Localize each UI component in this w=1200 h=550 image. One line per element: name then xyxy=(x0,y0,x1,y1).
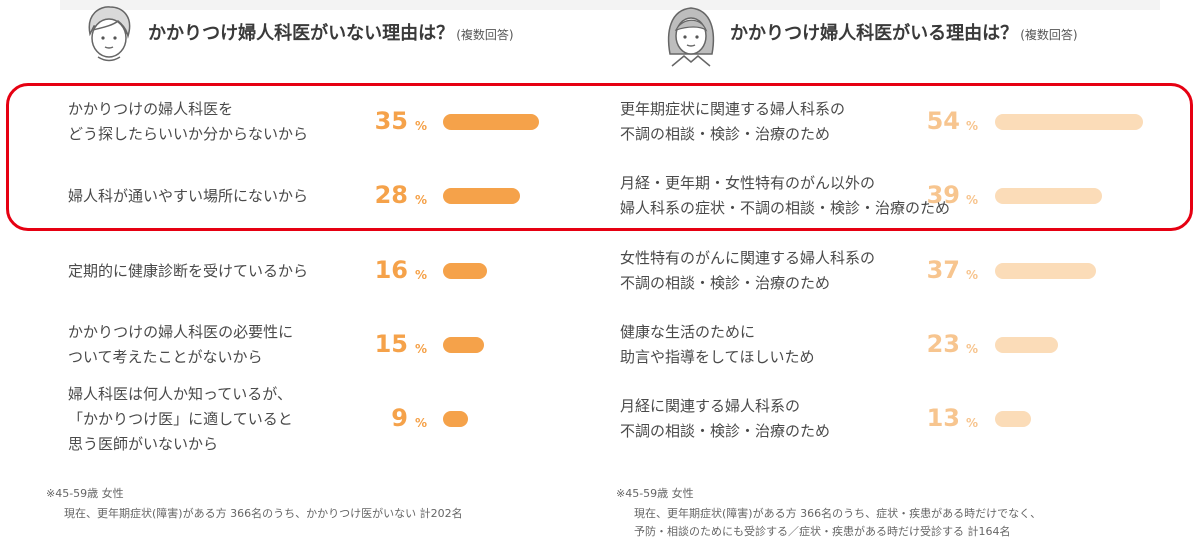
left-value-unit: % xyxy=(415,416,428,430)
left-category-label: かかりつけの婦人科医の必要性に ついて考えたことがないから xyxy=(68,320,293,370)
left-value-unit: % xyxy=(415,342,428,356)
highlight-frame xyxy=(6,83,1193,231)
right-panel-title: かかりつけ婦人科医がいる理由は？ (複数回答) xyxy=(730,22,1078,46)
right-title-text: かかりつけ婦人科医がいる理由は？ xyxy=(730,23,1019,44)
left-value-label: 9 xyxy=(391,404,408,432)
left-value-label: 16 xyxy=(374,256,408,284)
label-line: 助言や指導をしてほしいため xyxy=(620,348,815,366)
right-bar xyxy=(995,337,1058,353)
label-line: どう探したらいいか分からないから xyxy=(68,125,309,143)
footnote-line: ※45-59歳 女性 xyxy=(616,487,694,500)
label-line: 定期的に健康診断を受けているから xyxy=(68,261,309,280)
label-line: かかりつけの婦人科医の必要性に xyxy=(68,323,294,341)
left-category-label: 定期的に健康診断を受けているから xyxy=(68,259,308,284)
label-line: 不調の相談・検診・治療のため xyxy=(620,422,831,440)
footnote-line: 予防・相談のためにも受診する／症状・疾患がある時だけ受診する 計164名 xyxy=(634,525,1011,538)
right-value-label: 54 xyxy=(926,107,960,135)
label-line: 不調の相談・検診・治療のため xyxy=(620,274,831,292)
left-value-label: 28 xyxy=(374,181,408,209)
left-category-label: 婦人科が通いやすい場所にないから xyxy=(68,184,308,209)
label-line: かかりつけの婦人科医を xyxy=(68,100,234,118)
label-line: 健康な生活のために xyxy=(620,323,756,341)
left-bar xyxy=(443,411,468,427)
left-category-label: 婦人科医は何人か知っているが、 「かかりつけ医」に適していると 思う医師がいないから xyxy=(68,382,293,457)
right-category-label: 月経に関連する婦人科系の不調の相談・検診・治療のため xyxy=(620,394,830,444)
right-category-label: 更年期症状に関連する婦人科系の 不調の相談・検診・治療のため xyxy=(620,97,845,147)
left-category-label: かかりつけの婦人科医をどう探したらいいか分からないから xyxy=(68,97,308,147)
right-bar xyxy=(995,114,1143,130)
right-value-label: 23 xyxy=(926,330,960,358)
label-line: 女性特有のがんに関連する婦人科系の xyxy=(620,249,876,267)
right-bar xyxy=(995,411,1031,427)
label-line: 婦人科が通いやすい場所にないから xyxy=(68,186,309,205)
label-line: 婦人科系の症状・不調の相談・検診・治療のため xyxy=(620,199,951,217)
top-strip xyxy=(60,0,1160,10)
right-bar xyxy=(995,188,1102,204)
label-line: 婦人科医は何人か知っているが、 xyxy=(68,384,292,403)
footnote-left: ※45-59歳 女性 現在、更年期症状(障害)がある方 366名のうち、かかりつ… xyxy=(46,485,463,523)
left-panel-title: かかりつけ婦人科医がいない理由は？ (複数回答) xyxy=(148,22,514,46)
label-line: 「かかりつけ医」に適していると xyxy=(68,409,293,428)
footnote-line: 現在、更年期症状(障害)がある方 366名のうち、かかりつけ医がいない 計202… xyxy=(64,507,463,520)
label-line: 月経・更年期・女性特有のがん以外の xyxy=(620,174,876,192)
right-category-label: 健康な生活のために助言や指導をしてほしいため xyxy=(620,320,815,370)
left-title-text: かかりつけ婦人科医がいない理由は？ xyxy=(148,23,455,44)
left-value-unit: % xyxy=(415,268,428,282)
left-value-unit: % xyxy=(415,119,428,133)
footnote-right: ※45-59歳 女性 現在、更年期症状(障害)がある方 366名のうち、症状・疾… xyxy=(616,485,1041,541)
label-line: ついて考えたことがないから xyxy=(68,348,263,366)
right-title-note: (複数回答) xyxy=(1020,28,1078,42)
left-title-note: (複数回答) xyxy=(456,28,514,42)
right-bar xyxy=(995,263,1096,279)
left-bar xyxy=(443,337,484,353)
right-category-label: 女性特有のがんに関連する婦人科系の 不調の相談・検診・治療のため xyxy=(620,246,875,296)
right-value-unit: % xyxy=(966,268,979,282)
label-line: 不調の相談・検診・治療のため xyxy=(620,125,831,143)
right-value-unit: % xyxy=(966,119,979,133)
footnote-line: ※45-59歳 女性 xyxy=(46,487,124,500)
left-value-unit: % xyxy=(415,193,428,207)
right-value-unit: % xyxy=(966,416,979,430)
left-bar xyxy=(443,188,520,204)
label-line: 更年期症状に関連する婦人科系の xyxy=(620,100,846,118)
right-value-label: 13 xyxy=(926,404,960,432)
right-value-label: 37 xyxy=(926,256,960,284)
label-line: 思う医師がいないから xyxy=(68,434,219,453)
left-value-label: 15 xyxy=(374,330,408,358)
right-category-label: 月経・更年期・女性特有のがん以外の婦人科系の症状・不調の相談・検診・治療のため xyxy=(620,171,950,221)
right-value-label: 39 xyxy=(926,181,960,209)
left-bar xyxy=(443,114,539,130)
right-value-unit: % xyxy=(966,342,979,356)
label-line: 月経に関連する婦人科系の xyxy=(620,397,801,415)
footnote-line: 現在、更年期症状(障害)がある方 366名のうち、症状・疾患がある時だけでなく、 xyxy=(634,507,1042,520)
left-value-label: 35 xyxy=(374,107,408,135)
woman-avatar-icon xyxy=(667,7,715,67)
right-value-unit: % xyxy=(966,193,979,207)
left-bar xyxy=(443,263,487,279)
woman-avatar-icon xyxy=(88,6,131,62)
